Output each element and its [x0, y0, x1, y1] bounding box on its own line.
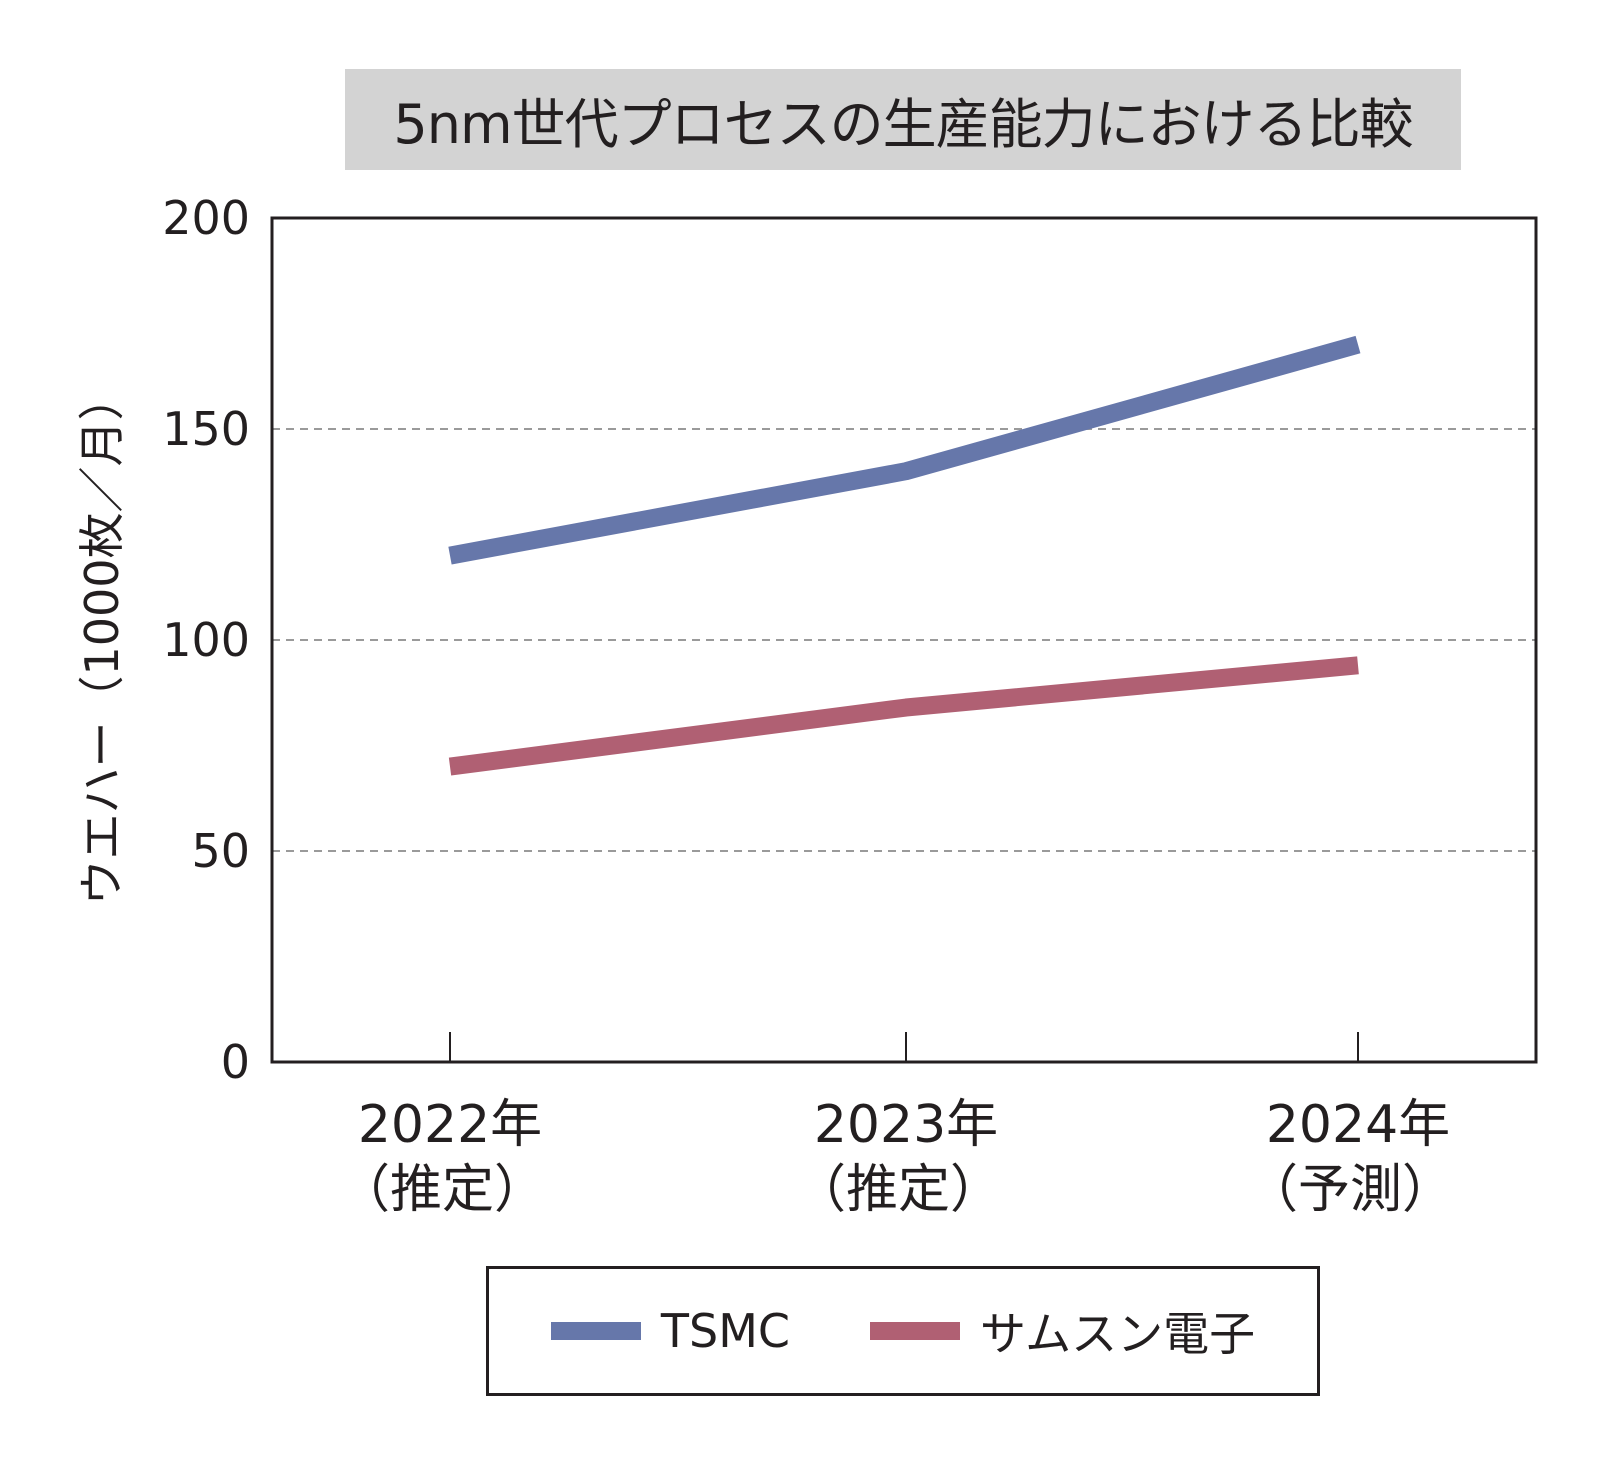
- y-axis-label: ウエハー（1000枚／月）: [75, 374, 129, 905]
- legend-label-samsung: サムスン電子: [980, 1307, 1256, 1361]
- y-tick-label-200: 200: [162, 191, 250, 245]
- legend-item-tsmc: TSMC: [550, 1304, 790, 1358]
- y-tick-label-150: 150: [162, 402, 250, 456]
- y-tick-label-50: 50: [191, 824, 250, 878]
- x-tick-label-year-0: 2022年: [358, 1095, 542, 1155]
- chart-title: 5nm世代プロセスの生産能力における比較: [393, 93, 1413, 156]
- x-tick-labels: 2022年（推定）2023年（推定）2024年（予測）: [338, 1095, 1454, 1220]
- legend-swatch-samsung: [870, 1322, 960, 1340]
- y-tick-labels: 0 50 100 150 200: [162, 191, 250, 1089]
- chart-title-box: 5nm世代プロセスの生産能力における比較: [345, 69, 1461, 170]
- y-tick-label-0: 0: [221, 1035, 250, 1089]
- series-line-0: [448, 335, 1361, 565]
- series-line-1: [448, 656, 1359, 776]
- x-tick-label-note-0: （推定）: [338, 1160, 546, 1220]
- y-tick-label-100: 100: [162, 613, 250, 667]
- x-ticks: [449, 1032, 1359, 1062]
- series-lines: [448, 335, 1361, 776]
- x-tick-label-year-2: 2024年: [1266, 1095, 1450, 1155]
- legend-swatch-tsmc: [550, 1322, 641, 1340]
- legend-item-samsung: サムスン電子: [870, 1298, 1255, 1364]
- legend: TSMC サムスン電子: [486, 1266, 1320, 1396]
- plot-frame: [270, 216, 1538, 1064]
- x-tick-label-note-2: （予測）: [1246, 1160, 1454, 1220]
- gridlines: [272, 428, 1536, 852]
- legend-label-tsmc: TSMC: [660, 1304, 790, 1358]
- x-tick-label-year-1: 2023年: [814, 1095, 998, 1155]
- x-tick-label-note-1: （推定）: [794, 1160, 1002, 1220]
